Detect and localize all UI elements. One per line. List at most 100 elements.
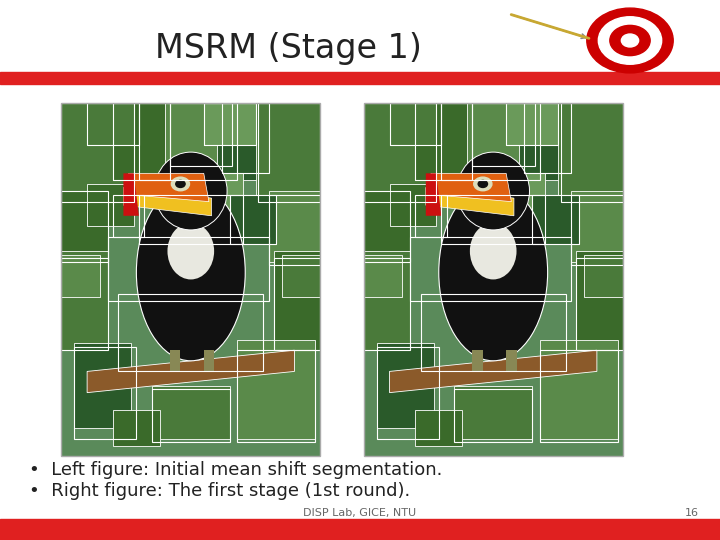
Bar	[61, 255, 100, 297]
Bar	[152, 386, 230, 438]
Bar	[377, 347, 438, 438]
Bar	[532, 194, 579, 244]
Bar	[506, 103, 558, 145]
Bar	[364, 191, 410, 262]
Bar	[61, 103, 320, 456]
Polygon shape	[426, 173, 441, 216]
Bar	[390, 103, 436, 145]
Circle shape	[474, 177, 492, 191]
Bar	[139, 103, 238, 180]
Bar	[441, 194, 545, 244]
Bar	[204, 350, 214, 372]
Bar	[441, 103, 540, 180]
Bar	[87, 184, 134, 226]
Bar	[540, 340, 618, 438]
Bar	[584, 255, 623, 297]
Bar	[0, 72, 720, 84]
Bar	[113, 410, 160, 445]
Bar	[467, 103, 532, 166]
Polygon shape	[129, 173, 209, 201]
Bar	[61, 191, 108, 262]
Bar	[561, 103, 623, 201]
Circle shape	[598, 17, 662, 64]
Bar	[364, 251, 410, 350]
Bar	[87, 103, 139, 145]
Polygon shape	[87, 350, 294, 393]
Bar	[364, 103, 436, 201]
Ellipse shape	[168, 223, 214, 280]
Bar	[61, 103, 134, 201]
Bar	[571, 194, 623, 265]
Bar	[230, 194, 276, 244]
Polygon shape	[123, 173, 139, 216]
Bar	[415, 194, 446, 237]
Bar	[274, 258, 320, 350]
Text: MSRM (Stage 1): MSRM (Stage 1)	[155, 32, 421, 65]
Bar	[282, 255, 320, 297]
Polygon shape	[431, 173, 511, 201]
Bar	[0, 519, 720, 540]
Bar	[222, 103, 269, 173]
Bar	[364, 103, 623, 456]
Bar	[113, 194, 144, 237]
Bar	[454, 386, 532, 438]
Polygon shape	[426, 187, 514, 216]
Bar	[204, 103, 256, 145]
Ellipse shape	[155, 152, 227, 230]
Bar	[420, 294, 566, 372]
Bar	[472, 350, 483, 372]
Bar	[576, 251, 623, 350]
Bar	[274, 251, 320, 350]
Text: •  Right figure: The first stage (1st round).: • Right figure: The first stage (1st rou…	[29, 482, 410, 501]
Bar	[238, 340, 315, 438]
Bar	[170, 350, 181, 372]
Bar	[256, 103, 320, 201]
Bar	[390, 184, 436, 226]
Ellipse shape	[470, 223, 516, 280]
Bar	[152, 389, 230, 442]
Bar	[204, 103, 256, 145]
Bar	[410, 237, 571, 301]
Ellipse shape	[136, 184, 246, 361]
Bar	[170, 103, 233, 166]
Bar	[108, 237, 269, 301]
Bar	[415, 103, 472, 180]
Bar	[269, 194, 320, 265]
Bar	[61, 103, 134, 201]
Bar	[118, 294, 264, 372]
Bar	[191, 173, 243, 226]
Bar	[415, 103, 472, 180]
Circle shape	[171, 177, 189, 191]
Bar	[74, 343, 131, 428]
Text: •  Left figure: Initial mean shift segmentation.: • Left figure: Initial mean shift segmen…	[29, 461, 442, 479]
Circle shape	[587, 8, 673, 73]
Ellipse shape	[457, 152, 529, 230]
Bar	[61, 103, 320, 456]
Bar	[576, 258, 623, 350]
Bar	[61, 191, 108, 262]
Circle shape	[478, 180, 487, 187]
Circle shape	[621, 34, 639, 47]
Bar	[364, 255, 402, 297]
Bar	[364, 258, 410, 350]
Bar	[524, 103, 571, 173]
Bar	[165, 103, 230, 166]
Bar	[113, 103, 170, 180]
Bar	[472, 103, 535, 166]
Bar	[61, 258, 108, 350]
Bar	[415, 410, 462, 445]
Bar	[113, 103, 170, 180]
Circle shape	[176, 180, 185, 187]
Bar	[493, 173, 545, 226]
Bar	[230, 194, 276, 244]
Polygon shape	[390, 350, 597, 393]
Bar	[558, 103, 623, 201]
Bar	[238, 350, 315, 442]
Circle shape	[610, 25, 650, 56]
Bar	[61, 251, 108, 350]
Bar	[506, 103, 558, 145]
Bar	[506, 350, 516, 372]
Bar	[364, 191, 410, 262]
Bar	[532, 194, 579, 244]
Bar	[364, 103, 436, 201]
